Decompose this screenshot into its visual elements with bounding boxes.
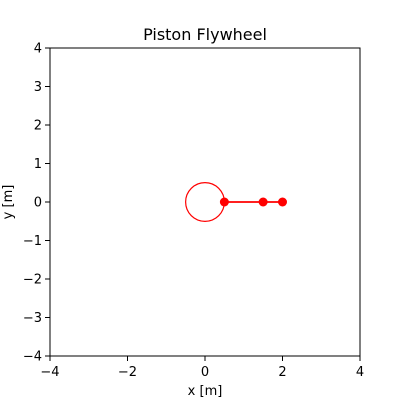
y-tick-label: 1 [34, 157, 42, 172]
joint-point-3 [278, 197, 287, 207]
axes: −4 −2 0 2 4 −4 −3 −2 −1 0 1 2 3 4 [23, 42, 364, 381]
y-tick-label: −3 [23, 311, 42, 326]
chart-title: Piston Flywheel [143, 25, 267, 44]
x-tick-label: 4 [356, 365, 364, 380]
y-tick-label: 0 [34, 196, 42, 211]
x-axis-label: x [m] [188, 384, 223, 399]
x-tick-label: −2 [118, 365, 137, 380]
y-tick-label: −2 [23, 273, 42, 288]
y-axis-label: y [m] [1, 185, 16, 220]
y-tick-label: 3 [34, 80, 42, 95]
x-tick-label: 2 [278, 365, 286, 380]
x-tick-label: −4 [40, 365, 59, 380]
plot-area [185, 182, 287, 222]
joint-point-2 [258, 197, 268, 207]
joint-point-1 [219, 197, 229, 207]
y-tick-label: −1 [23, 234, 42, 249]
y-tick-label: 2 [34, 119, 42, 134]
y-tick-label: −4 [23, 350, 42, 365]
y-tick-label: 4 [34, 42, 42, 57]
x-tick-label: 0 [201, 365, 209, 380]
